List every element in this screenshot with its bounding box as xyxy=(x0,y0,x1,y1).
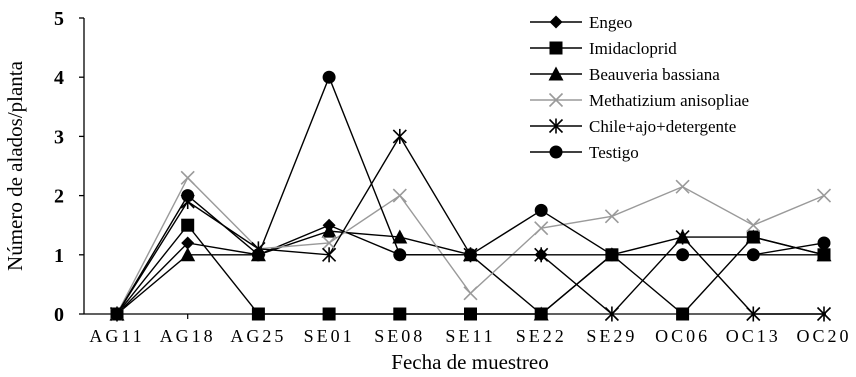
data-point-1-4 xyxy=(393,307,407,321)
y-tick-label: 3 xyxy=(54,126,64,148)
legend-item: Imidacloprid xyxy=(530,39,677,58)
data-point-2-1 xyxy=(180,247,196,262)
data-point-1-5 xyxy=(464,307,477,321)
x-tick-labels: AG11 AG18 AG25 SE01 SE08 SE11 SE22 SE29 OC06 OC13… xyxy=(89,314,851,346)
data-point-3-10 xyxy=(816,188,832,203)
y-tick-label: 1 xyxy=(54,245,64,267)
data-point-4-3 xyxy=(322,247,337,263)
data-point-5-9 xyxy=(746,248,760,262)
data-point-4-7 xyxy=(604,306,619,322)
data-point-4-10 xyxy=(816,306,832,322)
series-line-2 xyxy=(116,230,825,315)
x-tick-label: SE11 xyxy=(445,326,495,346)
data-point-0-1 xyxy=(181,236,195,250)
data-point-2-6 xyxy=(533,306,549,321)
legend: Engeo Imidacloprid Beauveria bassiana Metha… xyxy=(530,13,749,162)
data-point-2-3 xyxy=(321,223,337,238)
data-point-4-6 xyxy=(534,247,549,263)
legend-item: Chile+ajo+detergente xyxy=(530,117,736,136)
data-point-4-4 xyxy=(392,128,407,144)
data-point-2-10 xyxy=(816,247,832,262)
data-point-5-3 xyxy=(322,70,336,84)
data-point-4-8 xyxy=(675,229,690,245)
series-line-5 xyxy=(116,75,825,315)
data-point-1-1 xyxy=(181,218,195,232)
legend-marker xyxy=(549,145,563,159)
legend-label: Chile+ajo+detergente xyxy=(589,117,736,136)
series-markers xyxy=(109,70,832,322)
data-point-3-4 xyxy=(392,188,407,203)
data-point-3-1 xyxy=(180,170,195,185)
legend-item: Engeo xyxy=(530,13,632,32)
legend-label: Testigo xyxy=(589,143,639,162)
series-lines xyxy=(116,75,825,315)
x-tick-label: AG25 xyxy=(230,326,286,346)
x-tick-label: SE22 xyxy=(516,326,567,346)
data-point-5-1 xyxy=(181,189,195,203)
x-tick-label: SE08 xyxy=(374,326,425,346)
legend-label: Imidacloprid xyxy=(589,39,677,58)
legend-marker xyxy=(549,15,563,29)
data-point-3-7 xyxy=(604,209,619,224)
data-point-5-5 xyxy=(464,248,477,262)
x-tick-label: AG11 xyxy=(89,326,144,346)
legend-item: Beauveria bassiana xyxy=(530,65,720,84)
data-point-5-4 xyxy=(393,248,407,262)
data-point-5-6 xyxy=(534,203,548,217)
legend-marker xyxy=(548,66,564,81)
data-point-1-2 xyxy=(251,307,265,321)
y-tick-labels: 0 1 2 3 4 5 xyxy=(54,8,84,326)
x-tick-label: OC13 xyxy=(726,326,781,346)
x-tick-label: AG18 xyxy=(160,326,216,346)
data-point-3-8 xyxy=(675,179,690,194)
data-point-5-2 xyxy=(251,248,265,262)
data-point-3-5 xyxy=(463,286,478,301)
data-point-2-4 xyxy=(392,229,408,244)
legend-label: Engeo xyxy=(589,13,632,32)
data-point-2-9 xyxy=(745,229,761,244)
y-tick-label: 4 xyxy=(54,67,64,89)
data-point-5-0 xyxy=(110,307,124,321)
legend-marker xyxy=(549,41,563,55)
data-point-5-8 xyxy=(676,248,690,262)
data-point-1-8 xyxy=(676,307,690,321)
legend-item: Methatizium anisopliae xyxy=(530,91,749,110)
data-point-5-7 xyxy=(605,248,619,262)
x-axis-title: Fecha de muestreo xyxy=(391,350,548,374)
legend-marker xyxy=(548,118,564,134)
series-line-1 xyxy=(116,224,825,315)
x-tick-label: SE29 xyxy=(586,326,637,346)
x-tick-label: OC20 xyxy=(796,326,851,346)
legend-label: Beauveria bassiana xyxy=(589,65,720,84)
y-tick-label: 5 xyxy=(54,8,64,30)
y-tick-label: 2 xyxy=(54,186,64,208)
data-point-5-10 xyxy=(817,236,831,250)
axes xyxy=(83,18,826,315)
legend-item: Testigo xyxy=(530,143,639,162)
data-point-3-9 xyxy=(746,218,761,233)
y-tick-label: 0 xyxy=(54,304,64,326)
x-tick-label: SE01 xyxy=(304,326,355,346)
legend-marker xyxy=(548,92,564,108)
data-point-1-3 xyxy=(322,307,336,321)
data-point-4-9 xyxy=(746,306,761,322)
legend-label: Methatizium anisopliae xyxy=(589,91,749,110)
data-point-3-3 xyxy=(322,235,337,251)
y-axis-title: Número de alados/planta xyxy=(3,60,27,271)
x-tick-label: OC06 xyxy=(655,326,710,346)
data-point-3-6 xyxy=(534,221,549,236)
